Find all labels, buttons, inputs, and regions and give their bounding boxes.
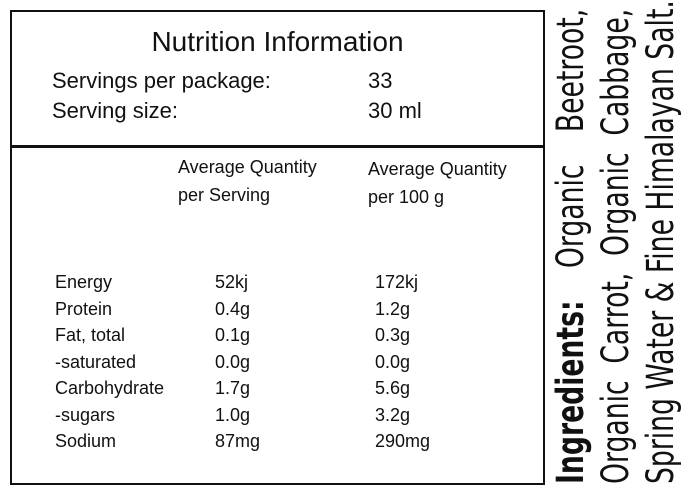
ingredients-line: Spring Water & Fine Himalayan Salt.: [639, 0, 682, 484]
nutrient-name: Energy: [55, 272, 113, 292]
nutrient-value: 52kj: [215, 272, 249, 292]
nutrient-value: 0.3g: [375, 325, 411, 345]
nutrient-name: Fat, total: [55, 325, 126, 345]
nutrient-name: -saturated: [55, 351, 137, 372]
divider: [10, 145, 545, 148]
nutrient-value: 1.7g: [215, 378, 251, 398]
serving-value: 30 ml: [368, 98, 422, 123]
ingredients-text: Organic Beetroot,: [549, 8, 592, 269]
ingredients-heading: Ingredients:: [549, 300, 592, 484]
nutrient-value: 0.1g: [215, 325, 251, 345]
nutrient-name: Sodium: [55, 431, 117, 451]
nutrient-value: 3.2g: [375, 404, 411, 425]
column-header: Average Quantity per 100 g: [368, 159, 507, 207]
nutrient-value: 1.2g: [375, 298, 411, 319]
serving-label: Servings per package:: [52, 68, 271, 93]
ingredients-line: Organic Carrot, Organic Cabbage,: [594, 8, 637, 484]
nutrient-name: Protein: [55, 298, 113, 319]
serving-label: Serving size:: [52, 98, 178, 123]
panel-border: [10, 10, 545, 485]
ingredients: Ingredients: Organic Beetroot, Organic C…: [548, 0, 683, 484]
nutrient-value: 1.0g: [215, 404, 251, 425]
title: Nutrition Information: [151, 26, 404, 57]
nutrient-value: 87mg: [215, 431, 261, 451]
nutrient-value: 0.4g: [215, 298, 251, 319]
nutrient-value: 0.0g: [215, 351, 251, 372]
nutrient-name: Carbohydrate: [55, 378, 165, 398]
nutrient-value: 290mg: [375, 431, 431, 451]
ingredients-line: Ingredients: Organic Beetroot,: [548, 9, 593, 484]
nutrient-name: -sugars: [55, 404, 116, 425]
nutrient-value: 172kj: [375, 272, 419, 292]
serving-value: 33: [368, 68, 393, 93]
nutrient-value: 5.6g: [375, 378, 411, 398]
column-header: Average Quantity per Serving: [178, 157, 317, 205]
nutrient-value: 0.0g: [375, 351, 411, 372]
